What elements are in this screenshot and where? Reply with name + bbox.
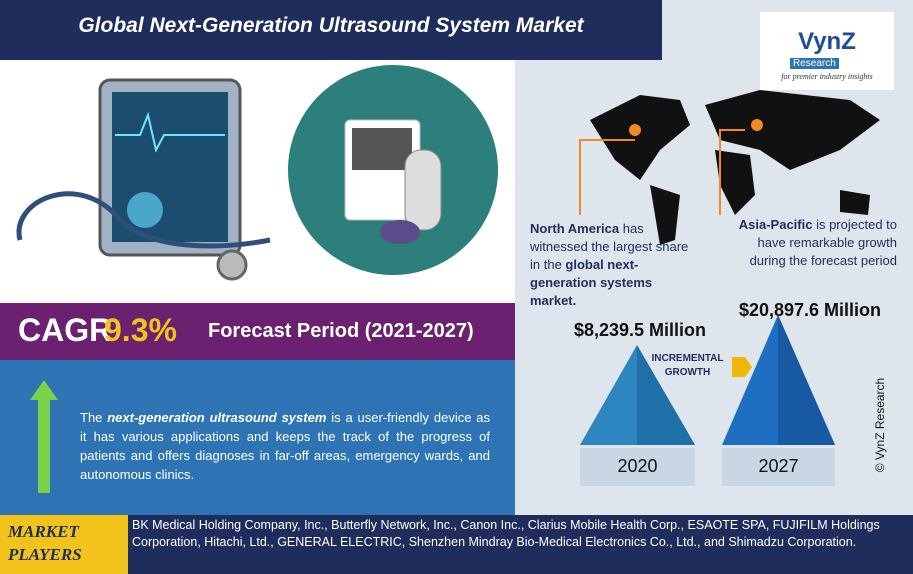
north-america-note: North America has witnessed the largest … <box>530 220 690 310</box>
logo-tagline: for premier industry insights <box>781 72 873 81</box>
cagr-value: 9.3% <box>104 312 177 348</box>
end-value: $20,897.6 Million <box>738 300 882 320</box>
region-text: has witnessed the largest share in the <box>530 221 689 272</box>
forecast-period: Forecast Period (2021-2027) <box>208 320 474 342</box>
region-text: is projected to have remarkable growth d… <box>749 217 897 268</box>
description: The next-generation ultrasound system is… <box>80 408 490 484</box>
players-label: MARKET PLAYERS <box>8 522 82 564</box>
region-name: North America <box>530 221 620 236</box>
copyright: © VynZ Research <box>873 377 887 473</box>
logo-name: VynZ <box>798 28 856 55</box>
description-highlight: next-generation ultrasound system <box>107 410 327 425</box>
cagr-label: CAGR <box>18 312 113 348</box>
description-text: is a user-friendly device as it has vari… <box>80 410 490 482</box>
start-value: $8,239.5 Million <box>573 320 707 340</box>
end-year: 2027 <box>758 456 799 476</box>
region-name: Asia-Pacific <box>738 217 813 232</box>
growth-label: INCREMENTAL GROWTH <box>651 353 724 378</box>
asia-pacific-note: Asia-Pacific is projected to have remark… <box>725 216 897 270</box>
logo-sub: Research <box>790 58 839 69</box>
description-lead: The <box>80 410 108 425</box>
region-highlight: global next-generation systems market. <box>530 257 653 308</box>
players-list: BK Medical Holding Company, Inc., Butter… <box>132 518 880 549</box>
start-year: 2020 <box>617 456 658 476</box>
title: Global Next-Generation Ultrasound System… <box>78 14 584 37</box>
